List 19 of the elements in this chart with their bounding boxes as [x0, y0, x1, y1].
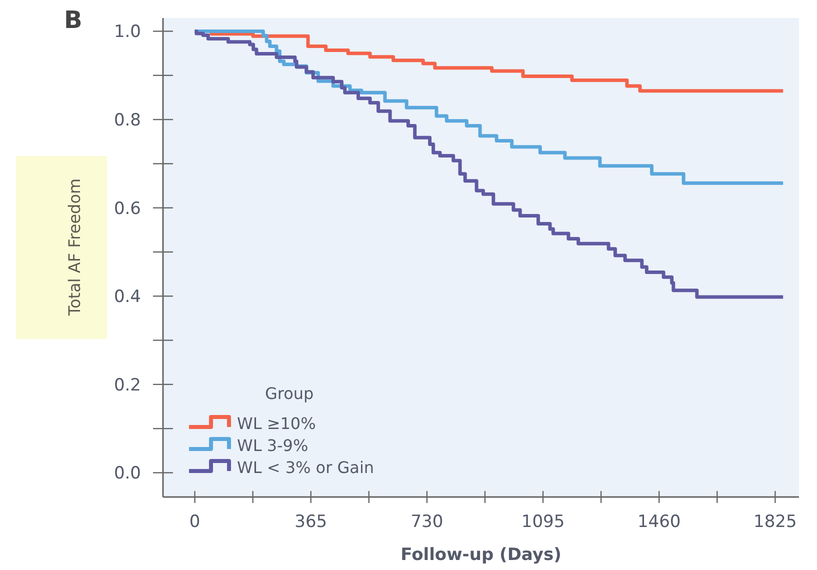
legend-label: WL ≥10%: [237, 414, 316, 433]
x-tick-label: 730: [410, 512, 444, 532]
x-tick-label: 1460: [637, 512, 681, 532]
legend-label: WL < 3% or Gain: [237, 458, 374, 477]
y-axis-title: Total AF Freedom: [65, 178, 84, 317]
y-tick-label: 0.2: [114, 375, 141, 396]
y-tick-label: 0.6: [114, 198, 141, 219]
x-tick-label: 1095: [521, 512, 565, 532]
y-tick-label: 0.4: [114, 287, 141, 308]
x-axis-title: Follow-up (Days): [400, 545, 562, 565]
x-tick-label: 365: [294, 512, 328, 532]
legend-title: Group: [265, 384, 314, 403]
chart-title: B: [64, 6, 82, 34]
x-tick-label: 0: [189, 512, 200, 532]
y-tick-label: 0.8: [114, 110, 141, 131]
legend-label: WL 3-9%: [237, 436, 308, 455]
x-tick-label: 1825: [754, 512, 797, 532]
y-tick-label: 1.0: [114, 22, 141, 42]
y-tick-label: 0.0: [114, 464, 141, 484]
